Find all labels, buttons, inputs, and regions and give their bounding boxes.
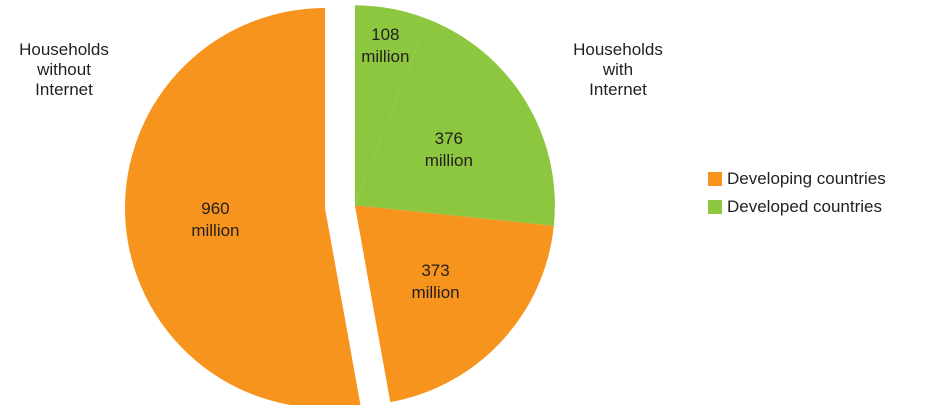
pie-slice-108-million bbox=[354, 5, 428, 206]
pie-slice-960-million bbox=[125, 8, 361, 405]
slice-data-label: 960 million bbox=[191, 199, 239, 240]
legend-swatch-developing bbox=[708, 172, 722, 186]
slice-data-label: 108 million bbox=[361, 25, 409, 66]
slice-data-label: 373 million bbox=[411, 261, 459, 302]
pie-slice-376-million bbox=[354, 19, 555, 226]
slice-label-line: million bbox=[191, 221, 239, 240]
slice-label-line: 376 bbox=[435, 129, 463, 148]
group-label-line: Households bbox=[19, 40, 109, 59]
group-label-line: with bbox=[602, 60, 634, 79]
slice-label-line: 960 bbox=[201, 199, 229, 218]
pie-slice-373-million bbox=[354, 205, 554, 403]
slice-label-line: million bbox=[411, 283, 459, 302]
legend-item-developing: Developing countries bbox=[708, 169, 886, 189]
group-label-line: Internet bbox=[589, 80, 647, 99]
slice-label-line: million bbox=[425, 151, 473, 170]
group-label-line: Internet bbox=[35, 80, 93, 99]
group-label-line: Households bbox=[573, 40, 663, 59]
slice-data-label: 376 million bbox=[425, 129, 473, 170]
legend-item-developed: Developed countries bbox=[708, 197, 886, 217]
slice-label-line: 373 bbox=[421, 261, 449, 280]
chart-legend: Developing countries Developed countries bbox=[708, 169, 886, 225]
slice-label-line: 108 bbox=[371, 25, 399, 44]
legend-label: Developed countries bbox=[727, 197, 882, 216]
slice-label-line: million bbox=[361, 47, 409, 66]
households-without-internet-label: Households without Internet bbox=[8, 40, 120, 100]
legend-swatch-developed bbox=[708, 200, 722, 214]
legend-label: Developing countries bbox=[727, 169, 886, 188]
group-label-line: without bbox=[37, 60, 91, 79]
households-with-internet-label: Households with Internet bbox=[552, 40, 684, 100]
